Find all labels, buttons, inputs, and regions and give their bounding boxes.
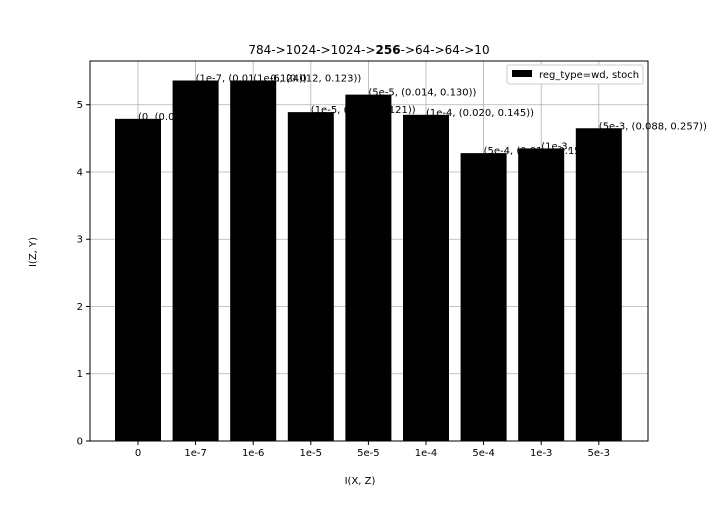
- x-tick-label: 5e-3: [588, 448, 611, 459]
- y-tick-label: 5: [77, 100, 83, 111]
- x-tick-label: 5e-4: [472, 448, 495, 459]
- x-tick-label: 1e-5: [300, 448, 323, 459]
- bar: [230, 80, 277, 441]
- bar-annotation: (5e-4, (0.01..., 0.15...: [484, 146, 591, 157]
- bar-annotations: (0, (0.0..., ...)) (1e-7, (0.01..., 0.124…: [138, 74, 707, 158]
- bar-annotation: (1e-3, ...0.185)): [541, 141, 620, 152]
- bar-annotation: (1e-4, (0.020, 0.145)): [426, 108, 534, 119]
- legend-label: reg_type=wd, stoch: [539, 70, 639, 81]
- bar-annotation: (1e-6, (0.012, 0.123)): [253, 74, 361, 85]
- y-tick-label: 4: [77, 167, 83, 178]
- bar-series: [115, 80, 622, 442]
- plot-frame: [89, 60, 649, 442]
- x-tick-label: 1e-3: [530, 448, 553, 459]
- x-tick-label: 1e-6: [242, 448, 265, 459]
- y-tick-label: 2: [77, 302, 83, 313]
- bar: [115, 118, 161, 442]
- bar: [403, 114, 449, 442]
- bar: [172, 80, 219, 441]
- bar: [575, 128, 622, 441]
- y-axis-ticks: 0 1 2 3 4 5: [77, 100, 90, 448]
- y-tick-label: 3: [77, 235, 83, 246]
- bar-annotation: (1e-7, (0.01..., 0.124)): [196, 74, 307, 85]
- x-tick-label: 5e-5: [357, 448, 380, 459]
- legend-box: [506, 64, 644, 85]
- x-tick-label: 1e-4: [415, 448, 438, 459]
- chart-title: 784->1024->1024->256->64->64->10: [248, 43, 489, 57]
- bar: [287, 112, 334, 441]
- chart-title-part: ->64->64->10: [401, 43, 490, 57]
- x-axis-ticks: 0 1e-7 1e-6 1e-5 5e-5 1e-4 5e-4 1e-3 5e-3: [135, 441, 610, 459]
- x-tick-label: 0: [135, 448, 141, 459]
- y-tick-label: 1: [77, 369, 83, 380]
- chart-title-bold-part: 256: [376, 43, 401, 57]
- x-tick-label: 1e-7: [184, 448, 207, 459]
- legend: reg_type=wd, stoch: [506, 64, 644, 85]
- x-axis-label: I(X, Z): [345, 476, 376, 487]
- y-tick-label: 0: [77, 437, 83, 448]
- bar: [460, 153, 507, 441]
- bar-annotation: (0, (0.0..., ...)): [138, 112, 208, 123]
- bar: [518, 148, 565, 441]
- bar: [345, 94, 392, 441]
- bar-annotation: (5e-5, (0.014, 0.130)): [368, 88, 476, 99]
- bar-annotation: (1e-5, (0.0..., 0.121)): [311, 105, 416, 116]
- legend-swatch: [512, 70, 532, 77]
- y-axis-label: I(Z, Y): [28, 237, 39, 267]
- chart-title-part: 784->1024->1024->: [248, 43, 375, 57]
- bar-annotation: (5e-3, (0.088, 0.257)): [599, 121, 707, 132]
